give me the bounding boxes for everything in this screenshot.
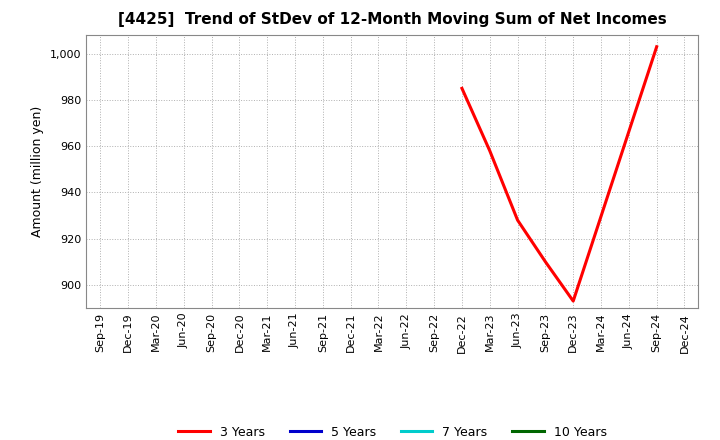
Title: [4425]  Trend of StDev of 12-Month Moving Sum of Net Incomes: [4425] Trend of StDev of 12-Month Moving… [118,12,667,27]
Legend: 3 Years, 5 Years, 7 Years, 10 Years: 3 Years, 5 Years, 7 Years, 10 Years [174,421,611,440]
Y-axis label: Amount (million yen): Amount (million yen) [32,106,45,237]
